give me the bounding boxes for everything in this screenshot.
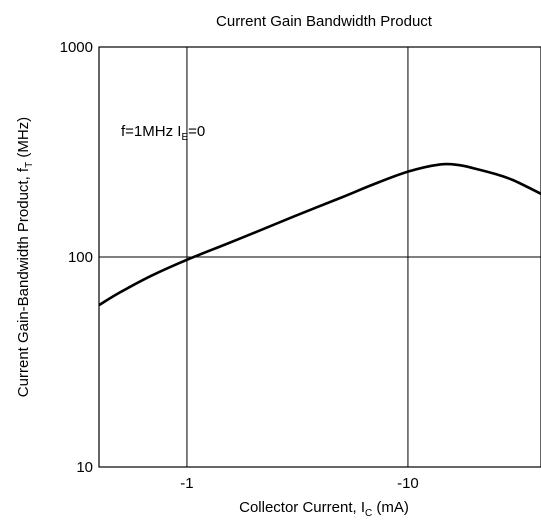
x-axis-label-main: Collector Current, I bbox=[239, 499, 365, 516]
y-axis-label: Current Gain-Bandwidth Product, fT (MHz) bbox=[15, 117, 35, 397]
annotation-main: f=1MHz I bbox=[121, 123, 181, 140]
y-axis-label-sub: T bbox=[24, 162, 35, 168]
y-tick-label: 100 bbox=[68, 249, 93, 266]
x-axis-label: Collector Current, IC (mA) bbox=[239, 499, 409, 519]
condition-annotation: f=1MHz IE=0 bbox=[121, 123, 205, 143]
y-tick-label: 10 bbox=[76, 459, 93, 476]
series-line-0 bbox=[98, 162, 541, 307]
tick-labels: -1 -10 10 100 1000 bbox=[60, 39, 419, 492]
x-tick-label: -1 bbox=[180, 475, 193, 492]
annotation-rest: =0 bbox=[188, 123, 205, 140]
y-axis-label-main: Current Gain-Bandwidth Product, f bbox=[15, 167, 32, 397]
y-tick-label: 1000 bbox=[60, 39, 93, 56]
chart-title: Current Gain Bandwidth Product bbox=[216, 13, 433, 30]
x-tick-label: -10 bbox=[397, 475, 419, 492]
x-axis-label-unit: (mA) bbox=[372, 499, 409, 516]
annotation-sub: E bbox=[181, 132, 188, 143]
series-layer bbox=[98, 162, 541, 307]
grid-layer bbox=[99, 47, 541, 467]
x-axis-label-sub: C bbox=[365, 508, 372, 519]
y-axis-label-unit: (MHz) bbox=[15, 117, 32, 162]
